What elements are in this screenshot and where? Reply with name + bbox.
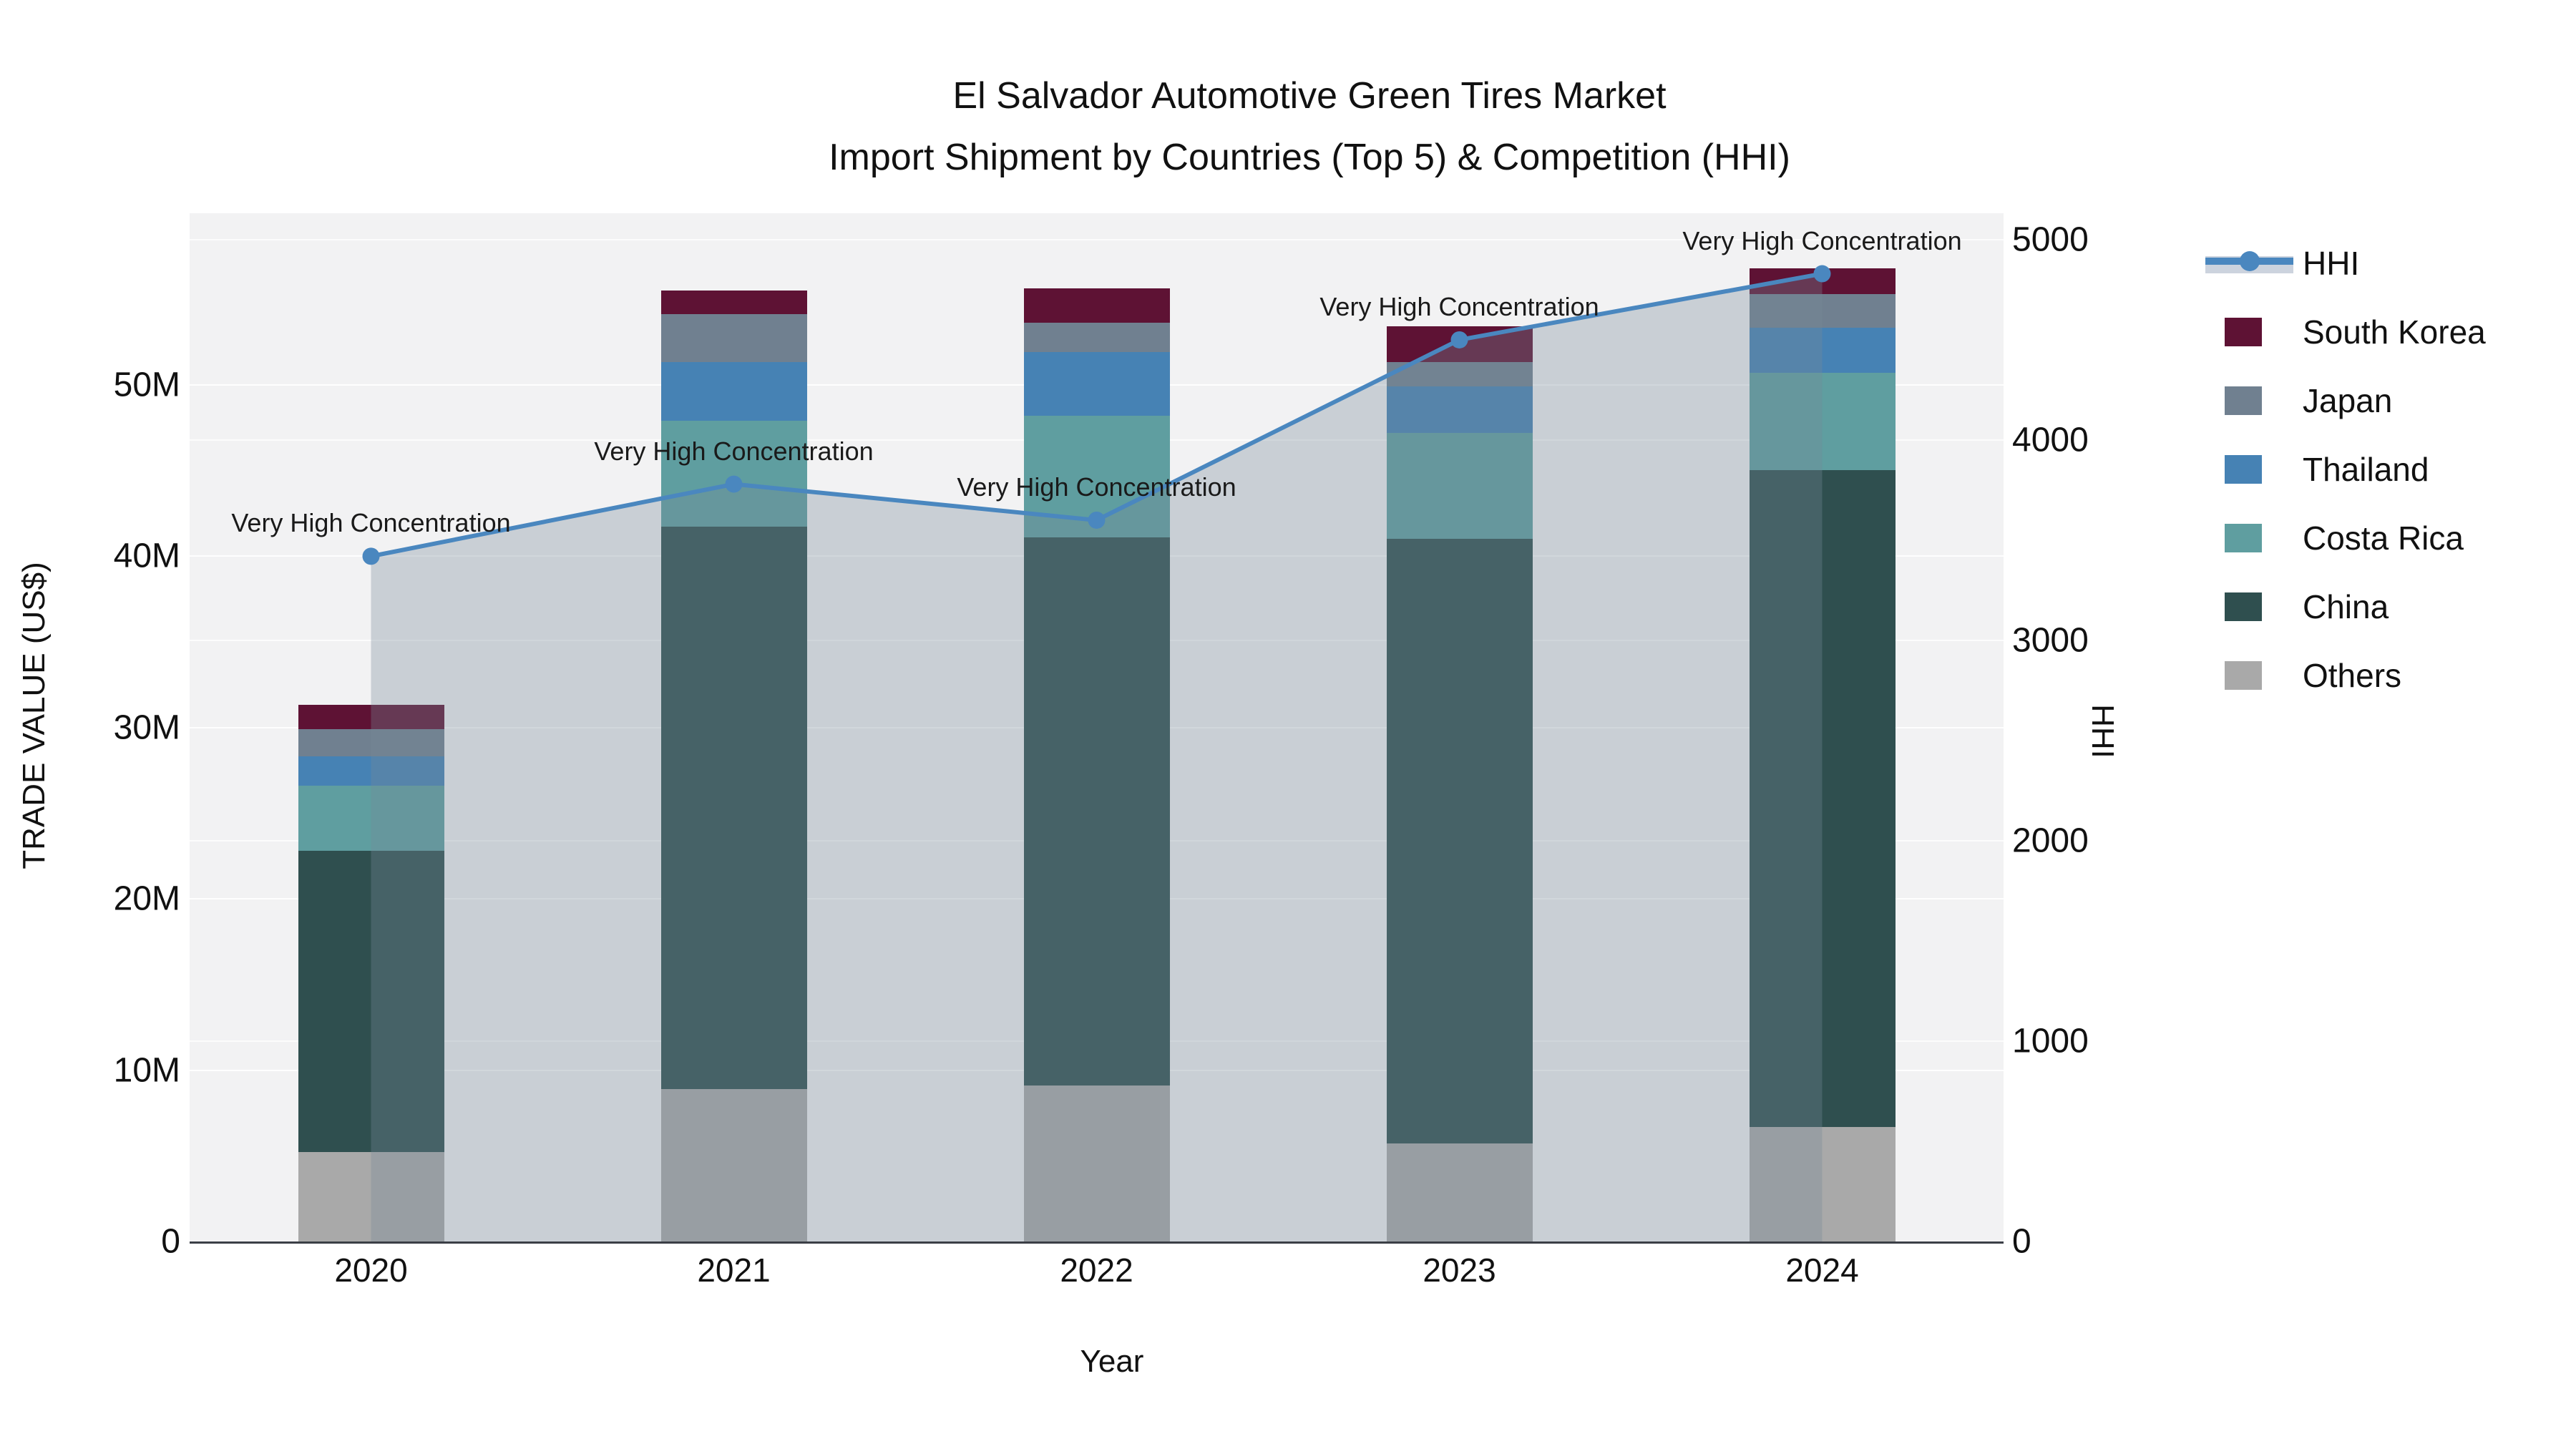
annotation-2022: Very High Concentration (957, 472, 1236, 502)
y-right-tick-1000: 1000 (2012, 1022, 2089, 1060)
legend-label-japan: Japan (2303, 382, 2393, 419)
bar-segment-thailand-2020 (298, 756, 444, 786)
x-tick-2021: 2021 (697, 1252, 771, 1289)
legend-item-others[interactable]: Others (2205, 641, 2486, 710)
bar-segment-japan-2022 (1023, 323, 1170, 352)
bar-segment-costa-rica-2020 (298, 785, 444, 851)
legend-glyph-zone (2205, 572, 2303, 641)
y-left-tick-40M: 40M (113, 537, 180, 575)
bar-segment-others-2023 (1386, 1143, 1533, 1241)
y-right-tick-0: 0 (2012, 1222, 2031, 1261)
legend-label-south-korea: South Korea (2303, 313, 2486, 351)
bar-segment-others-2022 (1023, 1085, 1170, 1241)
bar-segment-japan-2020 (298, 728, 444, 757)
legend-item-hhi[interactable]: HHI (2205, 229, 2486, 298)
bar-segment-japan-2021 (660, 314, 807, 363)
bar-segment-china-2022 (1023, 537, 1170, 1086)
hhi-marker-icon (2240, 251, 2260, 271)
annotation-2024: Very High Concentration (1682, 225, 1962, 255)
bar-segment-thailand-2024 (1749, 328, 1896, 373)
bar-segment-china-2021 (660, 527, 807, 1089)
legend-item-japan[interactable]: Japan (2205, 366, 2486, 435)
bar-segment-thailand-2023 (1386, 386, 1533, 433)
bar-segment-south-korea-2020 (298, 705, 444, 729)
hhi-marker-2024 (1813, 265, 1831, 283)
bar-segment-others-2020 (298, 1152, 444, 1241)
hhi-marker-2023 (1450, 331, 1468, 348)
legend-swatch-thailand (2225, 455, 2262, 484)
legend-glyph-zone (2205, 229, 2303, 298)
bar-segment-others-2021 (660, 1088, 807, 1241)
y-left-tick-0: 0 (161, 1222, 180, 1261)
bar-segment-costa-rica-2021 (660, 420, 807, 527)
y-right-axis-title: HHI (2085, 704, 2120, 758)
y-right-tick-4000: 4000 (2012, 421, 2089, 459)
x-axis-title: Year (1080, 1344, 1144, 1379)
legend-label-hhi: HHI (2303, 245, 2360, 282)
bar-segment-china-2020 (298, 850, 444, 1153)
legend-swatch-south_korea (2225, 318, 2262, 346)
legend-item-china[interactable]: China (2205, 572, 2486, 641)
bar-segment-south-korea-2021 (660, 290, 807, 315)
hhi-area-fill (371, 273, 1823, 1241)
hhi-marker-2022 (1088, 511, 1106, 529)
hhi-marker-2020 (362, 547, 380, 565)
bar-segment-costa-rica-2023 (1386, 432, 1533, 540)
bar-segment-thailand-2021 (660, 362, 807, 421)
y-right-tick-3000: 3000 (2012, 621, 2089, 660)
legend-swatch-china (2225, 592, 2262, 621)
y-left-tick-50M: 50M (113, 366, 180, 404)
legend: HHI South Korea Japan Thailand Costa Rica Chi… (2205, 229, 2486, 710)
legend-label-others: Others (2303, 657, 2402, 694)
gridline-right-5000 (190, 238, 2004, 240)
chart-title-line1: El Salvador Automotive Green Tires Marke… (952, 75, 1667, 117)
hhi-marker-2021 (725, 475, 743, 493)
bar-segment-japan-2024 (1749, 293, 1896, 328)
x-tick-2020: 2020 (334, 1252, 408, 1289)
legend-swatch-others (2225, 661, 2262, 690)
bar-segment-china-2023 (1386, 539, 1533, 1144)
bar-segment-south-korea-2022 (1023, 288, 1170, 323)
bar-segment-others-2024 (1749, 1126, 1896, 1241)
legend-glyph-zone (2205, 298, 2303, 366)
annotation-2021: Very High Concentration (594, 436, 874, 466)
legend-glyph-zone (2205, 366, 2303, 435)
y-left-axis-title: TRADE VALUE (US$) (16, 562, 52, 869)
legend-glyph-zone (2205, 641, 2303, 710)
legend-item-thailand[interactable]: Thailand (2205, 435, 2486, 504)
legend-label-costa-rica: Costa Rica (2303, 519, 2464, 557)
y-right-tick-5000: 5000 (2012, 220, 2089, 259)
legend-label-china: China (2303, 588, 2389, 625)
y-right-tick-2000: 2000 (2012, 821, 2089, 860)
bar-segment-thailand-2022 (1023, 351, 1170, 416)
legend-item-south-korea[interactable]: South Korea (2205, 298, 2486, 366)
y-left-tick-30M: 30M (113, 708, 180, 746)
chart-title-line2: Import Shipment by Countries (Top 5) & C… (829, 137, 1790, 178)
y-left-tick-10M: 10M (113, 1051, 180, 1089)
bar-segment-china-2024 (1749, 470, 1896, 1127)
legend-glyph-zone (2205, 504, 2303, 572)
legend-swatch-costa_rica (2225, 524, 2262, 552)
legend-glyph-zone (2205, 435, 2303, 504)
x-tick-2022: 2022 (1060, 1252, 1133, 1289)
x-tick-2024: 2024 (1785, 1252, 1859, 1289)
legend-label-thailand: Thailand (2303, 451, 2429, 488)
x-axis-line (190, 1241, 2004, 1244)
annotation-2023: Very High Concentration (1319, 291, 1599, 321)
legend-item-costa-rica[interactable]: Costa Rica (2205, 504, 2486, 572)
annotation-2020: Very High Concentration (231, 508, 511, 538)
bar-segment-costa-rica-2024 (1749, 372, 1896, 471)
legend-swatch-japan (2225, 386, 2262, 415)
x-tick-2023: 2023 (1423, 1252, 1496, 1289)
y-left-tick-20M: 20M (113, 879, 180, 918)
